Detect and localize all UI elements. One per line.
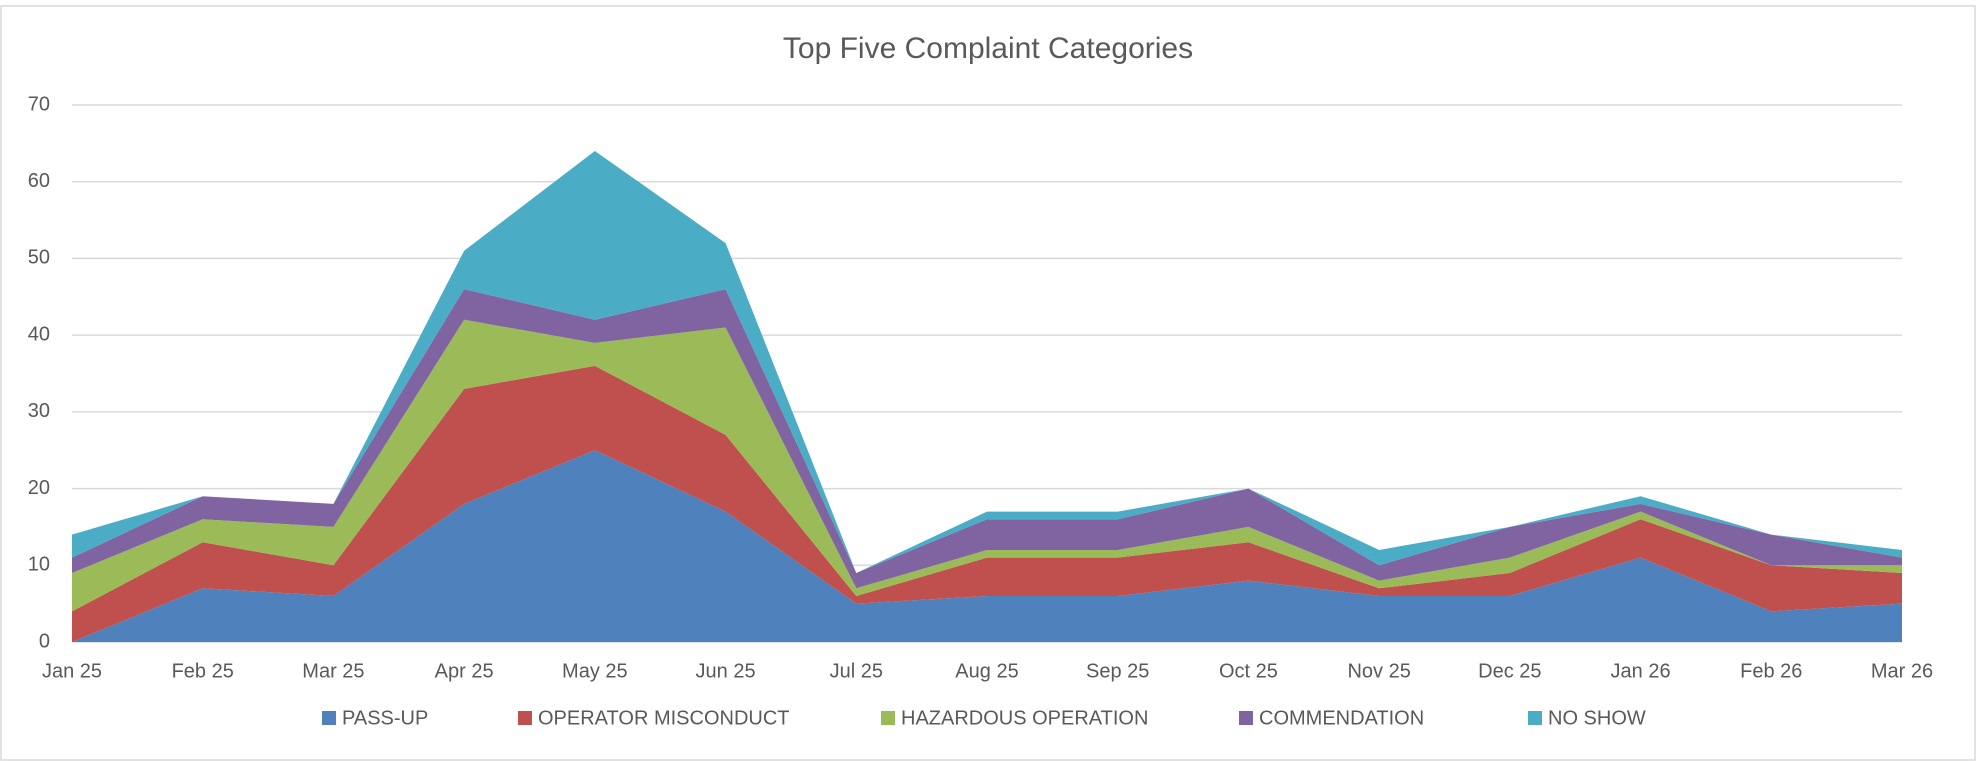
y-tick-label: 70 [28,93,50,115]
area [72,319,1902,612]
legend-label: HAZARDOUS OPERATION [901,707,1148,729]
x-tick-label: Jun 25 [696,660,756,682]
legend-swatch [1528,711,1542,725]
x-tick-label: Sep 25 [1086,660,1149,682]
legend-swatch [881,711,895,725]
x-tick-label: Aug 25 [955,660,1018,682]
chart-border [0,5,1976,761]
y-tick-label: 40 [28,323,50,345]
x-tick-label: Dec 25 [1478,660,1541,682]
x-tick-label: Feb 25 [172,660,234,682]
y-tick-label: 30 [28,400,50,422]
x-tick-label: May 25 [562,660,628,682]
y-tick-label: 50 [28,247,50,269]
legend-label: NO SHOW [1548,707,1646,729]
x-tick-label: Jan 25 [42,660,102,682]
legend-label: OPERATOR MISCONDUCT [538,707,790,729]
chart-title: Top Five Complaint Categories [783,32,1193,65]
x-tick-label: Oct 25 [1219,660,1278,682]
area [72,450,1902,642]
area [72,151,1902,573]
x-tick-label: Mar 25 [302,660,364,682]
legend-label: COMMENDATION [1259,707,1424,729]
y-tick-label: 60 [28,170,50,192]
x-tick-label: Nov 25 [1347,660,1410,682]
legend-label: PASS-UP [342,707,428,729]
y-tick-label: 0 [39,630,50,652]
x-tick-label: Apr 25 [435,660,494,682]
area [72,289,1902,589]
x-tick-label: Jan 26 [1611,660,1671,682]
area [72,365,1902,642]
x-tick-label: Mar 26 [1871,660,1933,682]
legend-swatch [322,711,336,725]
y-tick-label: 10 [28,554,50,576]
legend-swatch [1239,711,1253,725]
y-tick-label: 20 [28,477,50,499]
x-tick-label: Feb 26 [1740,660,1802,682]
x-tick-label: Jul 25 [830,660,883,682]
legend-swatch [518,711,532,725]
